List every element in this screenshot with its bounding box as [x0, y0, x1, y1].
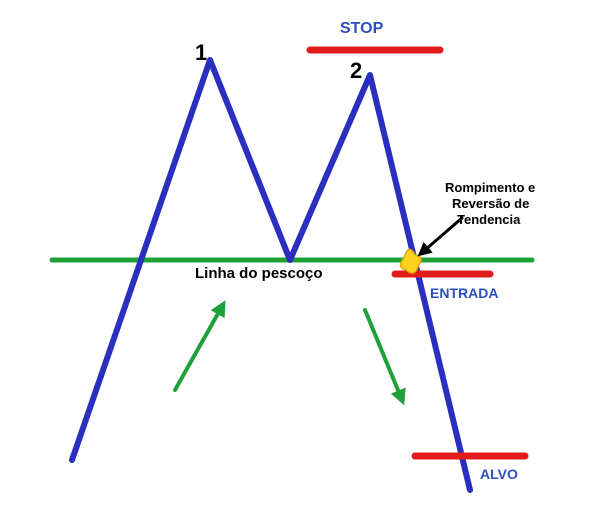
callout-line1: Rompimento e — [445, 180, 535, 195]
target-label: ALVO — [480, 466, 518, 482]
downtrend-arrow-icon — [365, 310, 400, 395]
callout-line3: Tendencia — [457, 212, 520, 227]
peak2-label: 2 — [350, 58, 362, 84]
double-top-diagram — [0, 0, 600, 512]
entry-label: ENTRADA — [430, 285, 498, 301]
callout-line2: Reversão de — [452, 196, 529, 211]
stop-label: STOP — [340, 20, 383, 38]
uptrend-arrow-icon — [175, 310, 220, 390]
peak1-label: 1 — [195, 40, 207, 66]
neckline-label: Linha do pescoço — [195, 265, 323, 282]
